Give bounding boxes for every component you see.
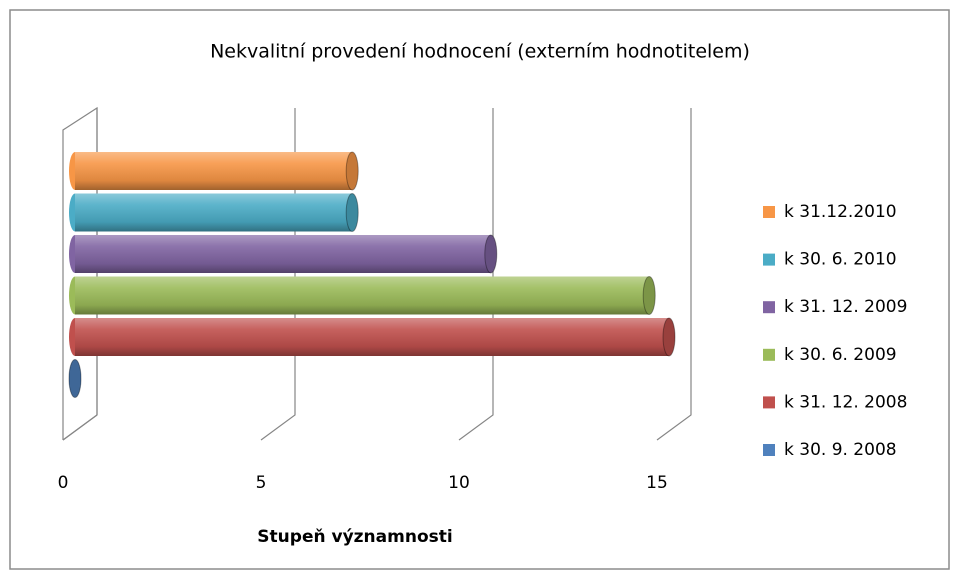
x-tick-label: 5 [256, 473, 267, 493]
legend-label: k 30. 9. 2008 [784, 440, 897, 460]
bar-cap-shade [346, 193, 359, 232]
legend-label: k 30. 6. 2009 [784, 345, 897, 365]
bar-shade [75, 235, 491, 273]
bar-cap [662, 317, 676, 357]
bar-cap [642, 276, 656, 315]
legend-label: k 31. 12. 2008 [784, 392, 907, 412]
chart-title: Nekvalitní provedení hodnocení (externím… [210, 41, 750, 63]
bar-cap-shade [69, 359, 81, 398]
legend-label: k 31.12.2010 [784, 202, 897, 222]
bar-shade [75, 152, 353, 190]
bar-shade [75, 276, 650, 315]
legend-swatch [763, 348, 775, 361]
legend-swatch [763, 444, 775, 456]
bar-cap [345, 193, 359, 232]
legend-swatch [763, 301, 775, 314]
grid-line [656, 108, 692, 441]
legend-swatch [763, 396, 775, 409]
bar-shade [75, 193, 353, 232]
legend-swatch [763, 206, 775, 218]
bar-cap-shade [484, 235, 497, 273]
bar-cap-shade [663, 318, 675, 356]
x-tick-label: 0 [58, 473, 69, 493]
bar-cap [484, 234, 498, 274]
legend-label: k 30. 6. 2010 [784, 250, 897, 270]
grid-line [458, 108, 494, 441]
bar-shade [75, 318, 669, 356]
x-tick-label: 15 [646, 473, 668, 493]
x-axis-title: Stupeň významnosti [257, 527, 452, 547]
bar-cap [68, 359, 82, 398]
legend-label: k 31. 12. 2009 [784, 297, 907, 317]
x-tick-label: 10 [448, 473, 470, 493]
bar-cap-shade [346, 152, 359, 190]
bar-cap [345, 151, 359, 191]
bar-cap-shade [643, 276, 656, 315]
legend-swatch [763, 253, 775, 266]
